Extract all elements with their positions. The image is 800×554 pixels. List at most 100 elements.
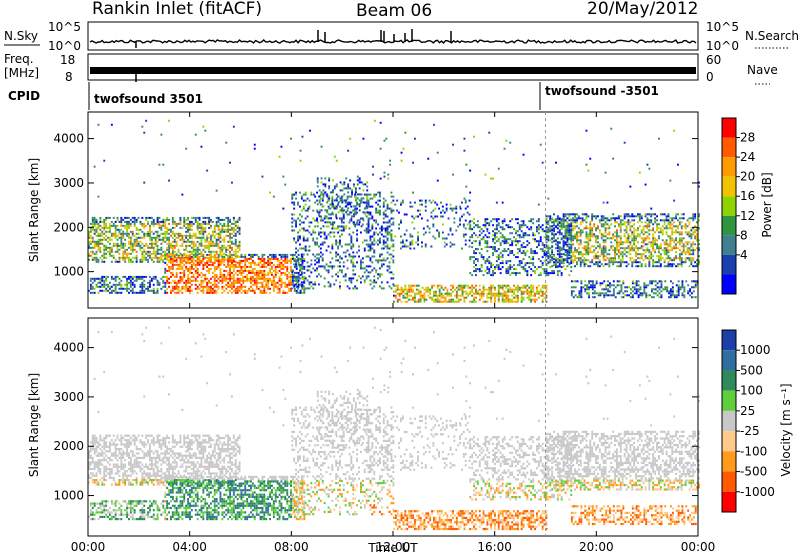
power-cell xyxy=(386,281,389,284)
power-cell xyxy=(312,231,315,234)
power-cell xyxy=(356,279,358,282)
power-cell xyxy=(160,256,163,259)
power-cell xyxy=(297,263,300,266)
power-cell xyxy=(168,218,170,221)
power-cell xyxy=(204,230,207,233)
power-cell xyxy=(528,220,531,223)
power-cell xyxy=(319,197,322,200)
power-cell xyxy=(556,217,559,220)
power-cell xyxy=(306,269,309,272)
power-cell xyxy=(286,267,289,270)
power-cell xyxy=(650,245,653,248)
power-cell xyxy=(202,248,205,251)
power-cell xyxy=(522,258,525,261)
power-cell xyxy=(204,250,207,253)
power-cell xyxy=(616,229,618,232)
power-cell xyxy=(484,234,487,237)
power-cell xyxy=(497,224,500,227)
power-cell xyxy=(354,191,357,194)
power-cell xyxy=(131,275,134,278)
power-cell xyxy=(145,275,148,278)
power-cell xyxy=(304,249,307,252)
power-cell xyxy=(229,220,231,223)
power-cell xyxy=(194,263,197,266)
power-cell xyxy=(88,230,90,233)
power-cell xyxy=(556,258,559,261)
power-cell xyxy=(156,283,159,286)
power-cell xyxy=(227,254,230,257)
power-cell xyxy=(382,211,385,214)
power-cell xyxy=(280,265,283,268)
power-cell xyxy=(564,233,567,236)
power-cell xyxy=(473,232,475,235)
power-cell xyxy=(503,236,506,239)
power-cell xyxy=(524,284,527,287)
power-cell xyxy=(261,271,264,274)
power-cell xyxy=(350,277,353,280)
power-cell xyxy=(363,267,366,270)
power-cell xyxy=(308,275,311,278)
power-cell xyxy=(659,253,662,256)
power-cell xyxy=(570,249,573,252)
power-cell xyxy=(625,231,628,234)
power-cell xyxy=(640,237,643,240)
power-cell xyxy=(91,258,94,261)
power-cell xyxy=(206,259,209,262)
power-cell xyxy=(337,259,339,262)
power-cell xyxy=(354,213,357,216)
power-cell xyxy=(263,265,266,268)
power-cell xyxy=(436,298,439,301)
power-cell xyxy=(448,294,451,297)
power-cell xyxy=(156,240,159,243)
power-cell xyxy=(101,220,104,223)
power-cell xyxy=(661,229,664,232)
power-cell xyxy=(101,277,104,280)
power-cell xyxy=(267,259,270,262)
power-cell xyxy=(251,277,254,280)
power-cell xyxy=(581,255,584,258)
power-cell xyxy=(476,260,479,263)
power-cell xyxy=(648,249,651,252)
power-cell xyxy=(327,285,330,288)
power-cell xyxy=(627,233,630,236)
power-cell xyxy=(467,284,470,287)
power-cell xyxy=(122,275,125,278)
power-cell xyxy=(486,268,489,271)
power-cell xyxy=(342,213,345,216)
power-cell xyxy=(272,255,275,258)
power-cell xyxy=(271,265,273,268)
power-cell xyxy=(183,269,186,272)
power-cell xyxy=(227,281,230,284)
power-cell xyxy=(202,267,205,270)
power-cell xyxy=(507,300,510,303)
power-cell xyxy=(585,215,588,218)
power-cell xyxy=(507,266,510,269)
power-cell xyxy=(219,228,222,231)
power-cell xyxy=(150,240,153,243)
power-cell xyxy=(543,270,546,273)
power-cell xyxy=(331,197,334,200)
power-cell xyxy=(356,237,358,240)
power-cell xyxy=(232,285,235,288)
power-cell xyxy=(316,181,319,184)
power-cell xyxy=(210,267,212,270)
power-cell xyxy=(516,286,519,289)
power-cell xyxy=(175,240,178,243)
power-cell xyxy=(231,285,233,288)
power-cell xyxy=(301,275,304,278)
power-cell xyxy=(135,256,138,259)
power-cell xyxy=(181,287,184,290)
power-cell xyxy=(271,283,273,286)
power-cell xyxy=(631,213,634,216)
power-cell xyxy=(267,271,270,274)
power-cell xyxy=(143,250,146,253)
power-cell xyxy=(380,227,383,230)
power-cell xyxy=(392,195,395,198)
power-cell xyxy=(257,273,260,276)
power-cell xyxy=(494,288,496,291)
power-cell xyxy=(179,218,182,221)
power-cell xyxy=(181,238,184,241)
power-cell xyxy=(406,292,409,295)
power-cell xyxy=(461,288,464,291)
power-cell xyxy=(316,177,319,180)
